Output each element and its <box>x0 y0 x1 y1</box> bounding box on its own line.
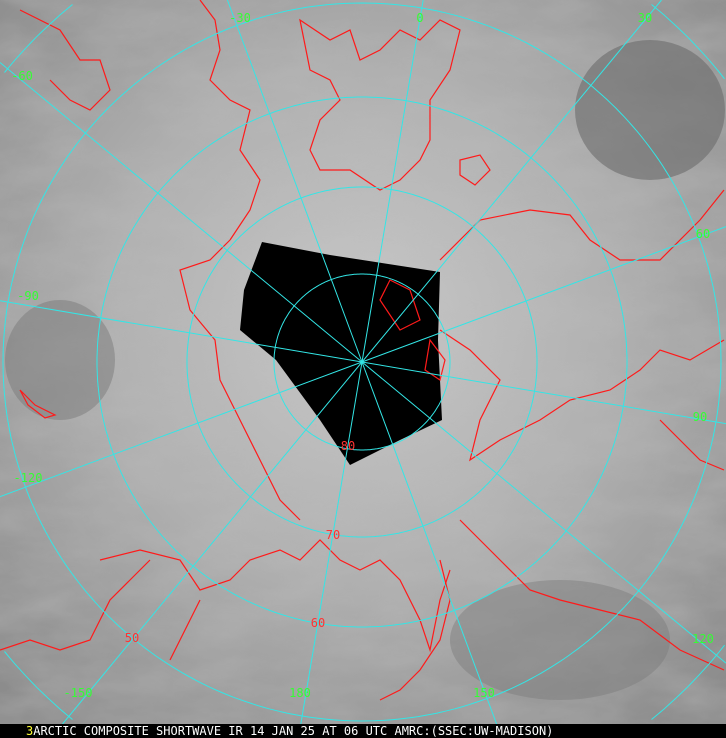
longitude-label: -150 <box>64 686 93 700</box>
latitude-circle-40 <box>4 4 725 720</box>
meridian-30 <box>361 0 662 363</box>
meridian-120 <box>361 361 726 664</box>
meridian--30 <box>226 0 363 363</box>
coastline-scandinavia <box>439 189 725 261</box>
longitude-label: 60 <box>696 227 710 241</box>
grid-labels: -60 -30 0 30 60 90 120 150 180 -150 -120 -90 80 70 60 5… <box>11 11 714 700</box>
meridian-150 <box>361 361 498 724</box>
longitude-label: -90 <box>17 289 39 303</box>
coastline-canada-west <box>179 239 301 521</box>
coastline-labrador <box>19 9 111 111</box>
longitude-label: -120 <box>14 471 43 485</box>
longitude-label: 30 <box>638 11 652 25</box>
coastline-novaya-zemlya <box>424 338 446 381</box>
coastline-aleutians <box>0 559 201 661</box>
panel-number: 3 <box>26 724 34 738</box>
longitude-label: 120 <box>692 632 714 646</box>
coastline-great-slave-lake <box>19 389 57 419</box>
longitude-label: -60 <box>11 69 33 83</box>
meridian--120 <box>0 361 363 498</box>
coastline-greenland <box>299 18 461 191</box>
longitude-label: 0 <box>416 11 423 25</box>
meridian-90 <box>361 361 726 425</box>
coastline-iceland <box>459 154 491 186</box>
latitude-label: 50 <box>125 631 139 645</box>
caption-text: ARCTIC COMPOSITE SHORTWAVE IR 14 JAN 25 … <box>33 724 554 738</box>
longitude-label: 180 <box>289 686 311 700</box>
meridian-60 <box>361 226 726 363</box>
meridian--90 <box>0 300 363 363</box>
dark-ocean-region <box>5 300 115 420</box>
latitude-label: 70 <box>326 528 340 542</box>
longitude-label: 90 <box>693 410 707 424</box>
meridian--60 <box>0 62 363 363</box>
latitude-label: 60 <box>311 616 325 630</box>
latitude-label: 80 <box>341 439 355 453</box>
coastline-baffin <box>199 0 261 241</box>
longitude-label: -30 <box>229 11 251 25</box>
longitude-label: 150 <box>473 686 495 700</box>
image-caption-bar: 3ARCTIC COMPOSITE SHORTWAVE IR 14 JAN 25… <box>0 724 726 738</box>
coastline-siberia <box>439 329 725 471</box>
latitude-circle-80 <box>273 273 451 451</box>
latitude-circle-60 <box>96 96 628 628</box>
meridian--150 <box>62 361 363 724</box>
coastline-siberia-east <box>459 519 725 671</box>
coastline-svalbard <box>379 279 421 331</box>
dark-ocean-region <box>450 580 670 700</box>
meridian--180 <box>300 361 363 724</box>
no-data-region <box>240 242 442 465</box>
latitude-circle-50 <box>2 2 722 722</box>
coastlines <box>0 0 725 701</box>
latitude-circle-70 <box>186 186 538 538</box>
dark-ocean-region <box>575 40 725 180</box>
coastline-alaska <box>99 539 451 653</box>
meridian-0 <box>361 0 424 363</box>
